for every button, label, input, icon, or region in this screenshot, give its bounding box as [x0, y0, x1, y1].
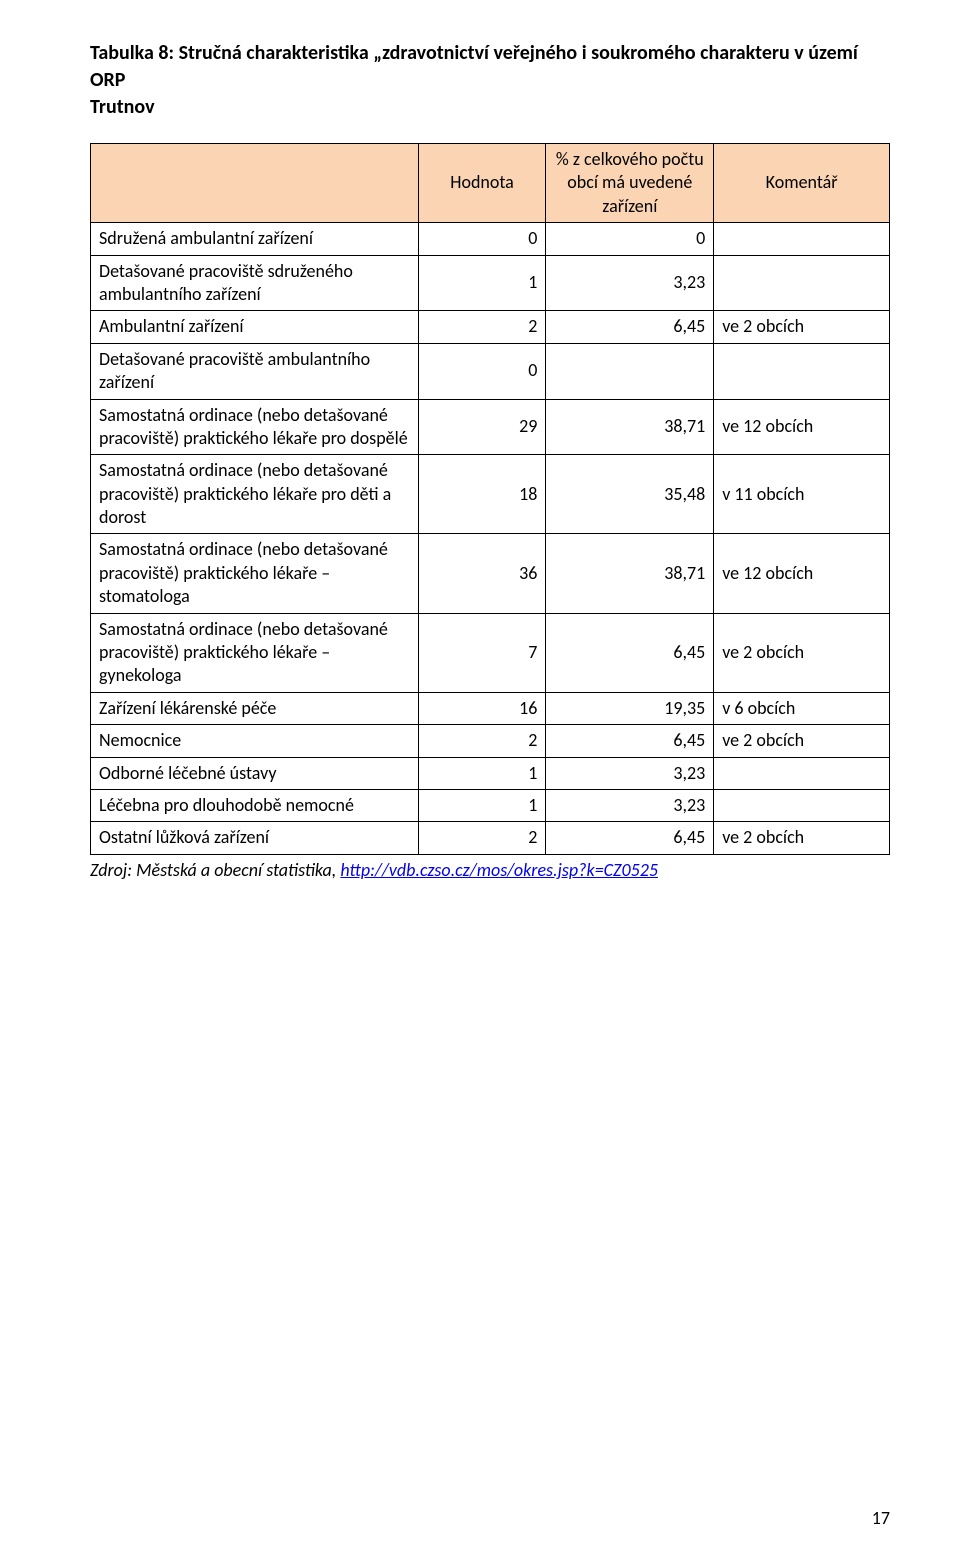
page-number: 17: [872, 1507, 890, 1529]
cell-value: 2: [418, 725, 546, 757]
table-row: Zařízení lékárenské péče 16 19,35 v 6 ob…: [91, 692, 890, 724]
cell-note: [714, 757, 890, 789]
col-header-label: [91, 144, 419, 223]
cell-pct: 6,45: [546, 725, 714, 757]
title-line-2: Trutnov: [90, 95, 155, 119]
table-row: Ambulantní zařízení 2 6,45 ve 2 obcích: [91, 311, 890, 343]
cell-note: ve 2 obcích: [714, 311, 890, 343]
table-row: Detašované pracoviště sdruženého ambulan…: [91, 255, 890, 311]
col-header-percent: % z celkového počtu obcí má uvedené zaří…: [546, 144, 714, 223]
source-link[interactable]: http://vdb.czso.cz/mos/okres.jsp?k=CZ052…: [340, 859, 658, 881]
title-line-1: Tabulka 8: Stručná charakteristika „zdra…: [90, 41, 858, 92]
cell-label: Samostatná ordinace (nebo detašované pra…: [91, 399, 419, 455]
table-row: Samostatná ordinace (nebo detašované pra…: [91, 455, 890, 534]
cell-label: Samostatná ordinace (nebo detašované pra…: [91, 534, 419, 613]
cell-pct: [546, 343, 714, 399]
cell-label: Nemocnice: [91, 725, 419, 757]
cell-note: ve 12 obcích: [714, 534, 890, 613]
table-body: Sdružená ambulantní zařízení 0 0 Detašov…: [91, 223, 890, 855]
cell-pct: 3,23: [546, 255, 714, 311]
col-header-value: Hodnota: [418, 144, 546, 223]
cell-pct: 6,45: [546, 613, 714, 692]
cell-pct: 38,71: [546, 399, 714, 455]
table-row: Detašované pracoviště ambulantního zaříz…: [91, 343, 890, 399]
cell-note: ve 2 obcích: [714, 613, 890, 692]
cell-value: 2: [418, 822, 546, 854]
cell-pct: 38,71: [546, 534, 714, 613]
cell-label: Detašované pracoviště sdruženého ambulan…: [91, 255, 419, 311]
col-header-note: Komentář: [714, 144, 890, 223]
table-title: Tabulka 8: Stručná charakteristika „zdra…: [90, 40, 890, 121]
cell-pct: 0: [546, 223, 714, 255]
table-row: Sdružená ambulantní zařízení 0 0: [91, 223, 890, 255]
table-row: Odborné léčebné ústavy 1 3,23: [91, 757, 890, 789]
cell-note: v 11 obcích: [714, 455, 890, 534]
source-prefix: Zdroj: Městská a obecní statistika,: [90, 859, 340, 881]
cell-label: Samostatná ordinace (nebo detašované pra…: [91, 613, 419, 692]
cell-note: [714, 255, 890, 311]
cell-value: 18: [418, 455, 546, 534]
cell-value: 1: [418, 255, 546, 311]
table-row: Ostatní lůžková zařízení 2 6,45 ve 2 obc…: [91, 822, 890, 854]
cell-note: [714, 343, 890, 399]
cell-pct: 6,45: [546, 822, 714, 854]
cell-value: 0: [418, 343, 546, 399]
cell-label: Sdružená ambulantní zařízení: [91, 223, 419, 255]
table-header-row: Hodnota % z celkového počtu obcí má uved…: [91, 144, 890, 223]
table-row: Samostatná ordinace (nebo detašované pra…: [91, 399, 890, 455]
cell-note: [714, 789, 890, 821]
page: Tabulka 8: Stručná charakteristika „zdra…: [0, 0, 960, 1557]
cell-value: 16: [418, 692, 546, 724]
cell-pct: 35,48: [546, 455, 714, 534]
cell-note: [714, 223, 890, 255]
cell-label: Zařízení lékárenské péče: [91, 692, 419, 724]
cell-value: 0: [418, 223, 546, 255]
cell-note: ve 2 obcích: [714, 725, 890, 757]
cell-pct: 3,23: [546, 757, 714, 789]
cell-label: Samostatná ordinace (nebo detašované pra…: [91, 455, 419, 534]
cell-label: Ambulantní zařízení: [91, 311, 419, 343]
table-row: Nemocnice 2 6,45 ve 2 obcích: [91, 725, 890, 757]
cell-label: Odborné léčebné ústavy: [91, 757, 419, 789]
cell-label: Léčebna pro dlouhodobě nemocné: [91, 789, 419, 821]
cell-pct: 3,23: [546, 789, 714, 821]
cell-note: ve 12 obcích: [714, 399, 890, 455]
source-line: Zdroj: Městská a obecní statistika, http…: [90, 859, 890, 881]
cell-pct: 6,45: [546, 311, 714, 343]
cell-value: 36: [418, 534, 546, 613]
cell-value: 2: [418, 311, 546, 343]
table-row: Samostatná ordinace (nebo detašované pra…: [91, 534, 890, 613]
table-row: Samostatná ordinace (nebo detašované pra…: [91, 613, 890, 692]
characteristics-table: Hodnota % z celkového počtu obcí má uved…: [90, 143, 890, 855]
cell-note: v 6 obcích: [714, 692, 890, 724]
cell-value: 29: [418, 399, 546, 455]
table-row: Léčebna pro dlouhodobě nemocné 1 3,23: [91, 789, 890, 821]
cell-pct: 19,35: [546, 692, 714, 724]
cell-value: 1: [418, 789, 546, 821]
cell-value: 1: [418, 757, 546, 789]
cell-value: 7: [418, 613, 546, 692]
cell-note: ve 2 obcích: [714, 822, 890, 854]
cell-label: Ostatní lůžková zařízení: [91, 822, 419, 854]
cell-label: Detašované pracoviště ambulantního zaříz…: [91, 343, 419, 399]
